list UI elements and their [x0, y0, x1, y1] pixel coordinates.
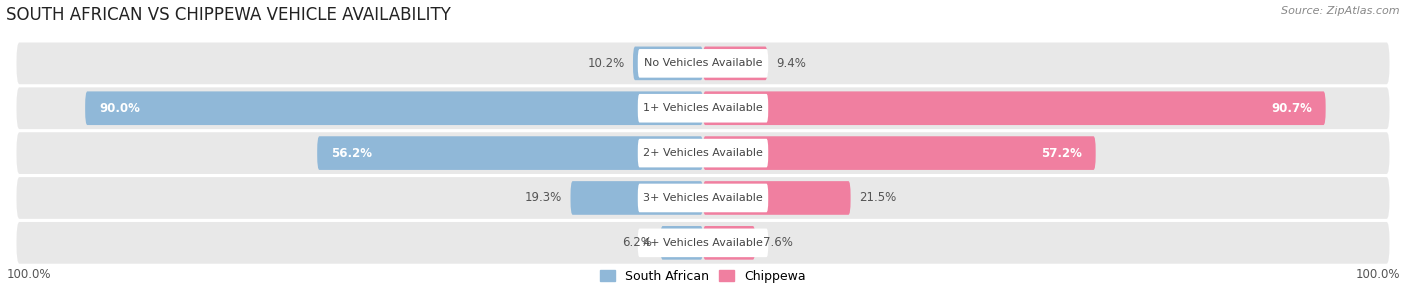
- Text: Source: ZipAtlas.com: Source: ZipAtlas.com: [1281, 6, 1400, 16]
- FancyBboxPatch shape: [703, 226, 755, 260]
- FancyBboxPatch shape: [703, 136, 1095, 170]
- Text: 100.0%: 100.0%: [1355, 268, 1400, 281]
- FancyBboxPatch shape: [703, 47, 768, 80]
- FancyBboxPatch shape: [17, 132, 1389, 174]
- Text: 4+ Vehicles Available: 4+ Vehicles Available: [643, 238, 763, 248]
- FancyBboxPatch shape: [86, 92, 703, 125]
- Text: 57.2%: 57.2%: [1040, 147, 1083, 160]
- Text: 2+ Vehicles Available: 2+ Vehicles Available: [643, 148, 763, 158]
- Text: 19.3%: 19.3%: [524, 191, 562, 204]
- Text: SOUTH AFRICAN VS CHIPPEWA VEHICLE AVAILABILITY: SOUTH AFRICAN VS CHIPPEWA VEHICLE AVAILA…: [6, 6, 451, 24]
- FancyBboxPatch shape: [638, 184, 768, 212]
- Text: 100.0%: 100.0%: [6, 268, 51, 281]
- FancyBboxPatch shape: [571, 181, 703, 215]
- FancyBboxPatch shape: [17, 87, 1389, 129]
- Text: 10.2%: 10.2%: [588, 57, 624, 70]
- Text: 90.0%: 90.0%: [98, 102, 139, 115]
- FancyBboxPatch shape: [638, 139, 768, 167]
- FancyBboxPatch shape: [638, 94, 768, 122]
- Text: 7.6%: 7.6%: [763, 236, 793, 249]
- FancyBboxPatch shape: [703, 181, 851, 215]
- Text: No Vehicles Available: No Vehicles Available: [644, 58, 762, 68]
- Text: 21.5%: 21.5%: [859, 191, 896, 204]
- FancyBboxPatch shape: [661, 226, 703, 260]
- FancyBboxPatch shape: [638, 229, 768, 257]
- Text: 9.4%: 9.4%: [776, 57, 806, 70]
- FancyBboxPatch shape: [318, 136, 703, 170]
- Text: 1+ Vehicles Available: 1+ Vehicles Available: [643, 103, 763, 113]
- Text: 3+ Vehicles Available: 3+ Vehicles Available: [643, 193, 763, 203]
- Text: 90.7%: 90.7%: [1271, 102, 1312, 115]
- FancyBboxPatch shape: [638, 49, 768, 78]
- FancyBboxPatch shape: [17, 177, 1389, 219]
- FancyBboxPatch shape: [17, 43, 1389, 84]
- FancyBboxPatch shape: [633, 47, 703, 80]
- Text: 56.2%: 56.2%: [330, 147, 373, 160]
- Legend: South African, Chippewa: South African, Chippewa: [600, 270, 806, 283]
- FancyBboxPatch shape: [703, 92, 1326, 125]
- FancyBboxPatch shape: [17, 222, 1389, 264]
- Text: 6.2%: 6.2%: [623, 236, 652, 249]
